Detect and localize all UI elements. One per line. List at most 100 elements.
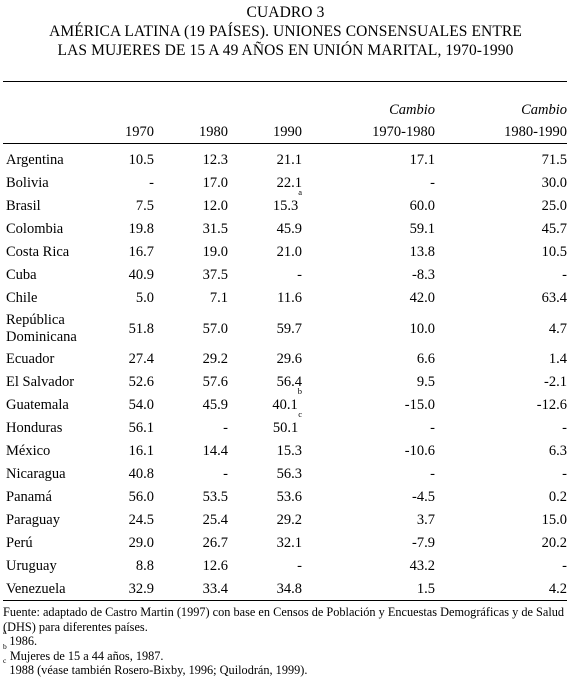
change-1980-1990-cell: 6.3 — [548, 443, 567, 459]
footnote-mark: b — [297, 386, 302, 396]
table-body: Argentina 10.5 12.3 21.1 17.1 71.5 Bolivia - 17.… — [3, 143, 567, 601]
change-1970-1980-cell: 9.5 — [416, 374, 435, 390]
value-1970-cell: 54.0 — [128, 397, 154, 413]
change-1980-1990-cell: 4.7 — [548, 320, 567, 337]
header-cambio-1980-1990: Cambio 1980-1990 — [435, 97, 567, 143]
table-row: Colombia 19.8 31.5 45.9 59.1 45.7 — [3, 218, 567, 241]
value-1970-cell: 56.0 — [128, 489, 154, 505]
change-1980-1990-cell: -2.1 — [544, 374, 567, 390]
value-1990-cell: 22.1 — [276, 175, 302, 191]
footnote-c: c 1988 (véase también Rosero-Bixby, 1996… — [3, 657, 569, 678]
bottom-rule — [3, 600, 567, 601]
change-1970-1980-cell: 6.6 — [416, 351, 435, 367]
change-1980-1990-cell: 4.2 — [548, 581, 567, 597]
value-1980-cell: 26.7 — [202, 535, 228, 551]
change-1970-1980-cell: 3.7 — [416, 512, 435, 528]
table-row: República Dominicana 51.8 57.0 59.7 10.0 4.7 — [3, 310, 567, 348]
footnote-b-text: Mujeres de 15 a 44 años, 1987. — [6, 648, 164, 663]
footnote-mark: c — [298, 409, 302, 419]
change-1980-1990-cell: 15.0 — [541, 512, 567, 528]
change-1970-1980-cell: 17.1 — [409, 152, 435, 168]
value-1990-cell: 34.8 — [276, 581, 302, 597]
header-rule — [3, 143, 567, 144]
country-cell: Guatemala — [6, 397, 69, 413]
value-1970-cell: 7.5 — [135, 198, 154, 214]
change-1980-1990-cell: - — [562, 420, 567, 436]
change-1970-1980-cell: -4.5 — [412, 489, 435, 505]
change-1980-1990-cell: - — [562, 558, 567, 574]
change-1970-1980-cell: 10.0 — [409, 320, 435, 337]
country-cell: México — [6, 443, 51, 459]
value-1970-cell: - — [149, 175, 154, 191]
header-1980: 1980 — [199, 124, 228, 140]
header-country — [3, 97, 94, 143]
value-1970-cell: 40.9 — [128, 267, 154, 283]
footnote-mark: a — [298, 187, 302, 197]
table-row: Honduras 56.1 - 50.1c - - — [3, 410, 567, 440]
country-cell: Uruguay — [6, 558, 57, 574]
country-cell: Venezuela — [6, 581, 66, 597]
country-cell: Panamá — [6, 489, 52, 505]
footnote-c-mark: c — [3, 656, 7, 665]
table-row: Venezuela 32.9 33.4 34.8 1.5 4.2 — [3, 578, 567, 601]
value-1970-cell: 8.8 — [135, 558, 154, 574]
value-1970-cell: 24.5 — [128, 512, 154, 528]
table-row: Panamá 56.0 53.5 53.6 -4.5 0.2 — [3, 486, 567, 509]
title-line-1: CUADRO 3 — [246, 4, 325, 21]
country-cell: Honduras — [6, 420, 63, 436]
value-1970-cell: 5.0 — [135, 290, 154, 306]
title-line-3: LAS MUJERES DE 15 A 49 AÑOS EN UNIÓN MAR… — [57, 42, 514, 59]
country-cell: Cuba — [6, 267, 37, 283]
value-1990-cell: 11.6 — [277, 290, 302, 306]
country-cell: Brasil — [6, 198, 41, 214]
value-1970-cell: 29.0 — [128, 535, 154, 551]
change-1970-1980-cell: 59.1 — [409, 221, 435, 237]
value-1970-cell: 32.9 — [128, 581, 154, 597]
value-1990-cell: - — [297, 267, 302, 283]
change-1970-1980-cell: -7.9 — [412, 535, 435, 551]
value-1980-cell: - — [223, 466, 228, 482]
top-rule — [3, 81, 567, 82]
value-1990-cell: 15.3 — [276, 443, 302, 459]
value-1990-cell: 45.9 — [276, 221, 302, 237]
value-1980-cell: 12.3 — [202, 152, 228, 168]
change-1970-1980-cell: 1.5 — [416, 581, 435, 597]
footnote-b: b Mujeres de 15 a 44 años, 1987. — [3, 642, 569, 664]
footnote-c-text: 1988 (véase también Rosero-Bixby, 1996; … — [6, 663, 308, 677]
change-1980-1990-cell: 45.7 — [541, 221, 567, 237]
table-row: Uruguay 8.8 12.6 - 43.2 - — [3, 555, 567, 578]
change-1980-1990-cell: 25.0 — [541, 198, 567, 214]
footnote-a-text: 1986. — [6, 634, 38, 648]
change-1970-1980-cell: 60.0 — [409, 198, 435, 214]
value-1980-cell: 45.9 — [202, 397, 228, 413]
value-1980-cell: 33.4 — [202, 581, 228, 597]
change-1970-1980-cell: -8.3 — [412, 267, 435, 283]
value-1990-cell: 56.3 — [276, 466, 302, 482]
table-row: Chile 5.0 7.1 11.6 42.0 63.4 — [3, 287, 567, 310]
value-1990-cell: 40.1b — [272, 386, 302, 413]
value-1990-cell: 15.3a — [272, 187, 302, 214]
value-1990-cell: 21.1 — [276, 152, 302, 168]
value-1980-cell: 57.6 — [202, 374, 228, 390]
value-1970-cell: 19.8 — [128, 221, 154, 237]
value-1970-cell: 16.1 — [128, 443, 154, 459]
table-row: El Salvador 52.6 57.6 56.4 9.5 -2.1 — [3, 371, 567, 394]
change-1980-1990-cell: 30.0 — [541, 175, 567, 191]
value-1990-cell: 32.1 — [276, 535, 302, 551]
table-row: Paraguay 24.5 25.4 29.2 3.7 15.0 — [3, 509, 567, 532]
table-row: Nicaragua 40.8 - 56.3 - - — [3, 463, 567, 486]
table-row: México 16.1 14.4 15.3 -10.6 6.3 — [3, 440, 567, 463]
table-row: Costa Rica 16.7 19.0 21.0 13.8 10.5 — [3, 241, 567, 264]
change-1980-1990-cell: - — [562, 466, 567, 482]
country-cell: Costa Rica — [6, 244, 70, 260]
value-1980-cell: 57.0 — [202, 320, 228, 337]
change-1970-1980-cell: -10.6 — [404, 443, 435, 459]
value-1970-cell: 40.8 — [128, 466, 154, 482]
header-row: 1970 1980 1990 Cambio 1970-1980 Cambio 1… — [3, 97, 567, 143]
value-1980-cell: 25.4 — [202, 512, 228, 528]
value-1990-cell: - — [297, 558, 302, 574]
table-row: Perú 29.0 26.7 32.1 -7.9 20.2 — [3, 532, 567, 555]
cambio1-label: Cambio — [389, 102, 435, 118]
header-1970: 1970 — [125, 124, 154, 140]
table-row: Ecuador 27.4 29.2 29.6 6.6 1.4 — [3, 348, 567, 371]
